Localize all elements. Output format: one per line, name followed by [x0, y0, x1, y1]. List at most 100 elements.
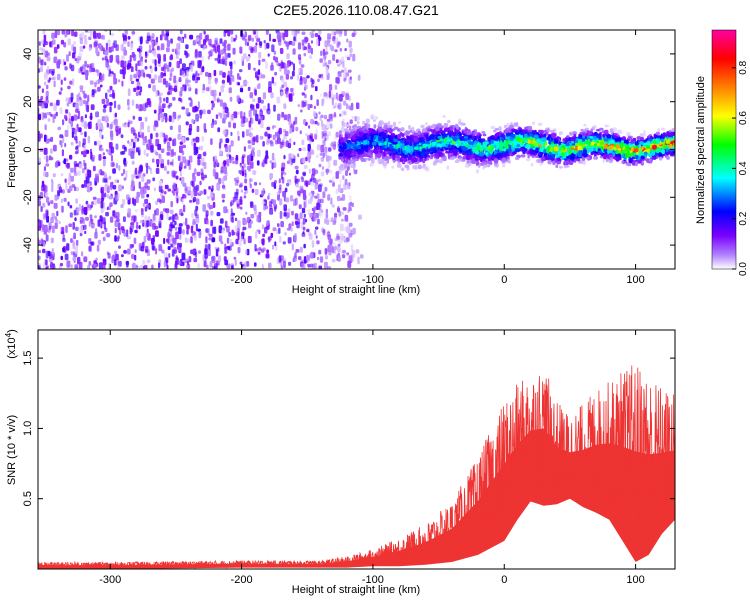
spectrogram-noise-cell — [290, 227, 293, 232]
spectrogram-noise-cell — [353, 169, 358, 175]
spectrogram-noise-cell — [332, 182, 335, 187]
spectrogram-noise-cell — [109, 106, 112, 113]
spectrogram-noise-cell — [305, 181, 309, 188]
spectrogram-noise-cell — [176, 197, 179, 204]
spectrogram-signal-cell — [558, 131, 562, 136]
spectrogram-noise-cell — [109, 85, 113, 91]
spectrogram-noise-cell — [166, 65, 170, 72]
spectrogram-noise-cell — [115, 55, 120, 63]
spectrogram-noise-cell — [315, 86, 318, 92]
spectrogram-noise-cell — [150, 144, 154, 153]
spectrogram-noise-cell — [181, 176, 185, 185]
spectrogram-noise-cell — [106, 233, 111, 238]
spectrogram-noise-cell — [232, 75, 235, 82]
spectrogram-noise-cell — [152, 235, 155, 243]
spectrogram-noise-cell — [80, 116, 84, 123]
spectrogram-noise-cell — [228, 144, 232, 153]
spectrogram-noise-cell — [131, 243, 135, 248]
spectrogram-noise-cell — [342, 59, 345, 68]
spectrogram-noise-cell — [226, 158, 230, 167]
spectrogram-noise-cell — [73, 46, 77, 55]
spectrogram-signal-cell — [546, 128, 550, 132]
spectrogram-noise-cell — [48, 225, 52, 230]
spectrogram-noise-cell — [114, 235, 117, 242]
spectrogram-noise-cell — [316, 256, 320, 261]
spectrogram-noise-cell — [232, 47, 236, 55]
spectrogram-noise-cell — [160, 148, 165, 153]
spectrogram-noise-cell — [291, 123, 295, 129]
spectrogram-noise-cell — [110, 73, 113, 77]
spectrogram-noise-cell — [146, 98, 151, 106]
spectrogram-noise-cell — [291, 210, 294, 216]
spectrogram-noise-cell — [279, 47, 284, 54]
spectrogram-signal-cell — [581, 156, 586, 162]
spectrogram-noise-cell — [301, 207, 306, 214]
spectrogram-noise-cell — [207, 228, 210, 236]
spectrogram-noise-cell — [81, 184, 85, 188]
spectrogram-noise-cell — [165, 36, 169, 41]
spectrogram-noise-cell — [313, 262, 318, 269]
spectrogram-noise-cell — [207, 55, 210, 60]
spectrogram-noise-cell — [309, 212, 313, 218]
spectrogram-noise-cell — [136, 48, 141, 52]
spectrogram-noise-cell — [134, 254, 137, 261]
spectrogram-noise-cell — [272, 162, 277, 168]
spectrogram-noise-cell — [127, 248, 131, 255]
spectrogram-noise-cell — [47, 250, 51, 257]
spectrogram-noise-cell — [133, 237, 137, 244]
spectrogram-noise-cell — [127, 208, 132, 215]
spectrogram-noise-cell — [303, 164, 308, 169]
spectrogram-signal-cell — [438, 128, 443, 132]
spectrogram-noise-cell — [74, 151, 78, 155]
spectrogram-noise-cell — [42, 248, 46, 254]
spectrogram-noise-cell — [306, 75, 310, 79]
spectrogram-noise-cell — [246, 165, 251, 171]
spectrogram-noise-cell — [74, 217, 77, 222]
spectrogram-noise-cell — [172, 139, 175, 147]
spectrogram-noise-cell — [174, 85, 178, 93]
spectrogram-noise-cell — [245, 211, 248, 215]
spectrogram-noise-cell — [351, 32, 356, 37]
spectrogram-noise-cell — [69, 205, 73, 209]
spectrogram-noise-cell — [202, 204, 206, 212]
spectrogram-signal-cell — [338, 134, 342, 139]
spectrogram-noise-cell — [135, 103, 139, 109]
spectrogram-noise-cell — [70, 121, 73, 127]
spectrogram-noise-cell — [227, 70, 230, 76]
spectrogram-noise-cell — [256, 76, 260, 81]
spectrogram-noise-cell — [195, 113, 199, 122]
spectrogram-noise-cell — [264, 226, 268, 234]
spectrogram-noise-cell — [327, 59, 332, 65]
spectrogram-noise-cell — [182, 144, 186, 149]
spectrogram-noise-cell — [74, 128, 77, 137]
spectrogram-signal-cell — [446, 165, 450, 170]
spectrogram-noise-cell — [139, 86, 143, 93]
spectrogram-noise-cell — [162, 108, 165, 113]
spectrogram-noise-cell — [331, 204, 335, 208]
spectrogram-noise-cell — [82, 90, 86, 95]
spectrogram-noise-cell — [251, 37, 254, 42]
spectrogram-noise-cell — [279, 211, 283, 219]
spectrogram-noise-cell — [207, 248, 211, 257]
spectrogram-noise-cell — [162, 72, 166, 77]
spectrogram-noise-cell — [283, 103, 287, 109]
spectrogram-noise-cell — [144, 116, 148, 122]
spectrogram-noise-cell — [54, 222, 58, 229]
spectrogram-noise-cell — [171, 224, 175, 229]
spectrogram-noise-cell — [268, 81, 272, 89]
spectrogram-signal-cell — [390, 124, 393, 128]
spectrogram-noise-cell — [239, 87, 244, 93]
spectrogram-noise-cell — [253, 108, 256, 116]
spectrogram-noise-cell — [336, 37, 339, 43]
spectrogram-signal-cell — [370, 116, 374, 120]
spectrogram-noise-cell — [165, 30, 170, 34]
spectrogram-noise-cell — [115, 143, 119, 150]
spectrogram-signal-cell — [380, 121, 385, 126]
spectrogram-noise-cell — [89, 80, 94, 85]
spectrogram-noise-cell — [350, 244, 354, 252]
spectrogram-noise-cell — [224, 259, 228, 266]
spectrogram-noise-cell — [95, 46, 99, 54]
spectrogram-noise-cell — [346, 168, 350, 172]
spectrogram-noise-cell — [45, 163, 50, 167]
spectrogram-noise-cell — [305, 132, 308, 137]
